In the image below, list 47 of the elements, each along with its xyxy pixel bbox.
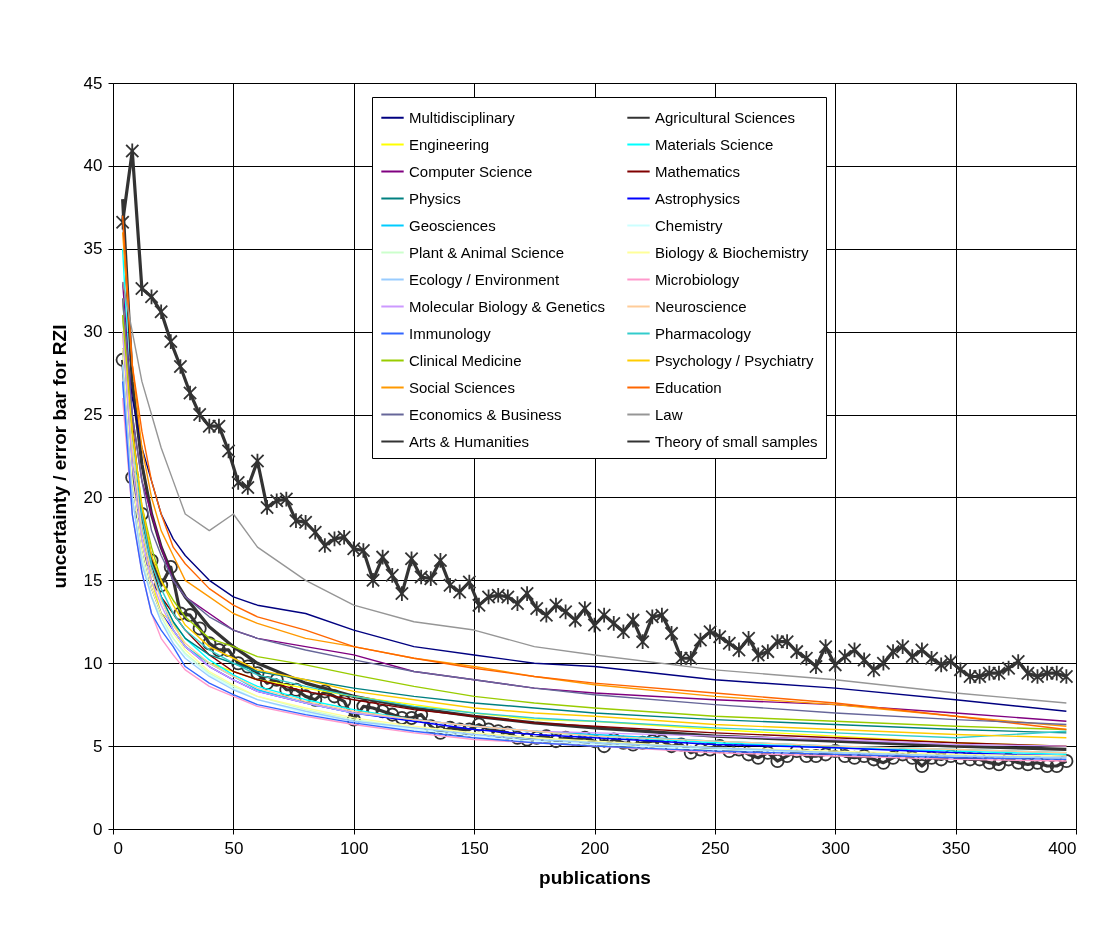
y-tick-label: 40 [83, 156, 103, 176]
legend-label: Biology & Biochemistry [655, 243, 809, 261]
y-tick-label: 45 [83, 73, 103, 93]
legend-label: Theory of small samples [655, 432, 818, 450]
legend-label: Materials Science [655, 135, 774, 153]
y-tick-label: 10 [83, 653, 103, 673]
x-tick-label: 150 [460, 838, 489, 858]
y-tick-label: 25 [83, 405, 103, 425]
legend-label: Neuroscience [655, 297, 747, 315]
y-axis-title: uncertainty / error bar for RZI [48, 324, 70, 589]
legend-label: Clinical Medicine [409, 351, 522, 369]
x-axis-title: publications [539, 866, 651, 888]
y-tick-label: 30 [83, 322, 103, 342]
y-tick-label: 15 [83, 570, 103, 590]
legend-label: Chemistry [655, 216, 724, 234]
legend-label: Microbiology [655, 270, 740, 288]
legend-label: Molecular Biology & Genetics [409, 297, 605, 315]
legend-label: Computer Science [409, 162, 533, 180]
y-tick-label: 5 [93, 736, 103, 756]
legend-label: Astrophysics [655, 189, 741, 207]
x-tick-label: 50 [224, 838, 244, 858]
legend-label: Arts & Humanities [409, 432, 530, 450]
legend-label: Economics & Business [409, 405, 562, 423]
x-tick-label: 100 [340, 838, 369, 858]
legend-label: Social Sciences [409, 378, 515, 396]
legend-label: Pharmacology [655, 324, 752, 342]
legend-label: Education [655, 378, 722, 396]
legend-label: Law [655, 405, 683, 423]
legend-label: Immunology [409, 324, 492, 342]
x-tick-label: 200 [580, 838, 610, 858]
legend-label: Ecology / Environment [409, 270, 560, 288]
x-tick-label: 250 [701, 838, 730, 858]
legend-label: Mathematics [655, 162, 741, 180]
legend-label: Engineering [409, 135, 490, 153]
legend-label: Plant & Animal Science [409, 243, 565, 261]
x-tick-label: 350 [941, 838, 971, 858]
x-tick-label: 0 [113, 838, 123, 858]
y-tick-label: 0 [93, 819, 103, 839]
x-tick-label: 300 [821, 838, 850, 858]
legend-label: Geosciences [409, 216, 496, 234]
legend-label: Psychology / Psychiatry [655, 351, 814, 369]
legend-label: Multidisciplinary [409, 108, 516, 126]
y-tick-label: 20 [83, 487, 103, 507]
y-tick-label: 35 [83, 239, 103, 259]
legend-label: Physics [409, 189, 461, 207]
x-tick-label: 400 [1048, 838, 1077, 858]
legend-label: Agricultural Sciences [655, 108, 796, 126]
